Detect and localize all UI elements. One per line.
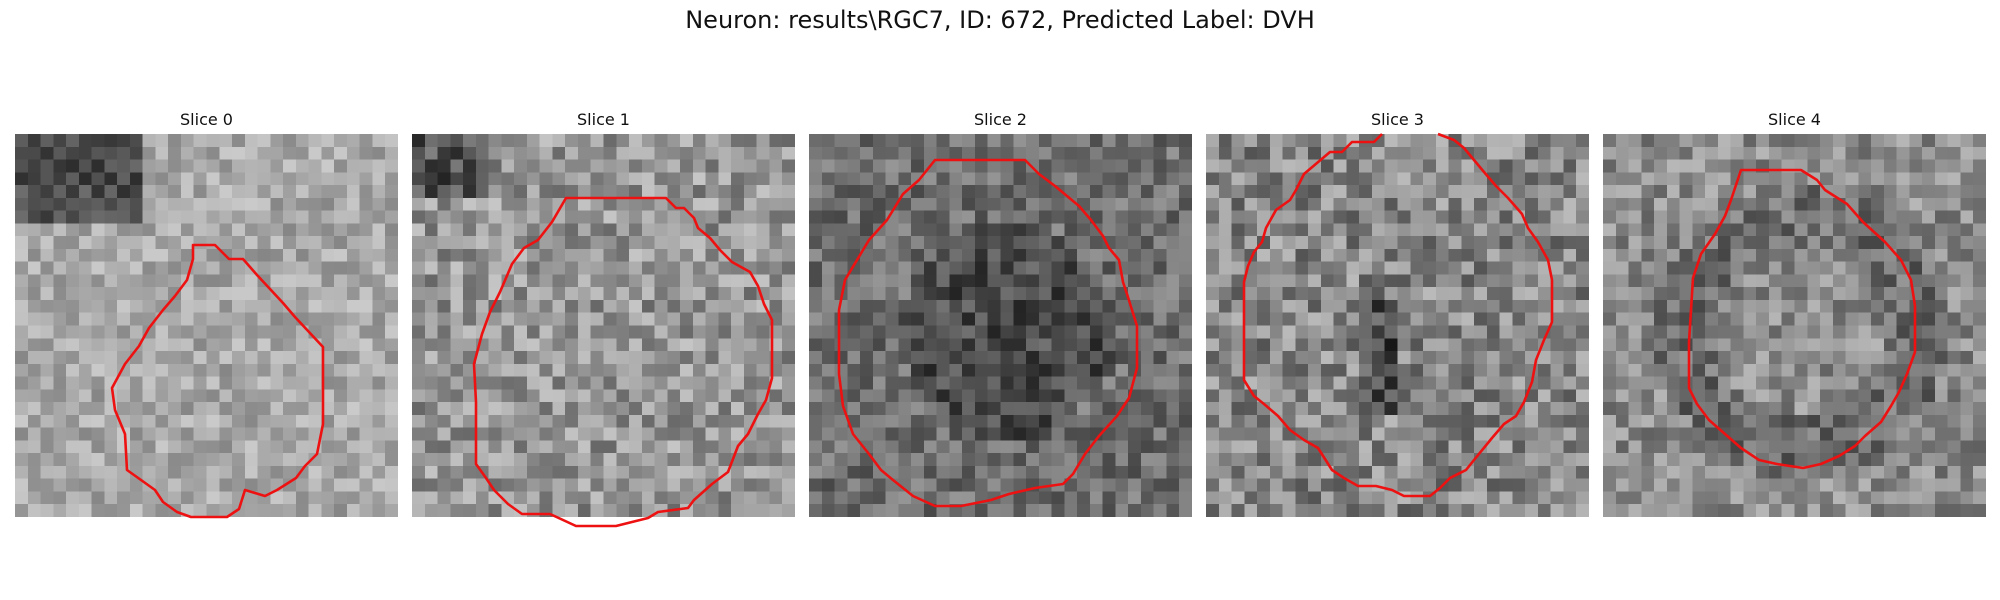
slice-title: Slice 1 — [577, 110, 630, 129]
cell-contour — [1242, 132, 1554, 498]
slice-image — [1603, 134, 1986, 517]
slice-title: Slice 0 — [180, 110, 233, 129]
slice-title: Slice 4 — [1768, 110, 1821, 129]
slice-panel-4: Slice 4 — [1603, 108, 1986, 517]
cell-contour — [837, 158, 1139, 508]
slice-title: Slice 2 — [974, 110, 1027, 129]
slice-title: Slice 3 — [1371, 110, 1424, 129]
slice-panel-2: Slice 2 — [809, 108, 1192, 517]
slice-image — [15, 134, 398, 517]
slice-image — [1206, 134, 1589, 517]
cell-contour — [472, 196, 774, 528]
slice-panel-1: Slice 1 — [412, 108, 795, 528]
cell-contour — [1687, 168, 1917, 470]
slice-image — [809, 134, 1192, 517]
figure-title: Neuron: results\RGC7, ID: 672, Predicted… — [685, 6, 1315, 34]
slice-panel-3: Slice 3 — [1206, 108, 1589, 517]
slice-panel-0: Slice 0 — [15, 108, 398, 519]
cell-contour — [110, 243, 325, 519]
